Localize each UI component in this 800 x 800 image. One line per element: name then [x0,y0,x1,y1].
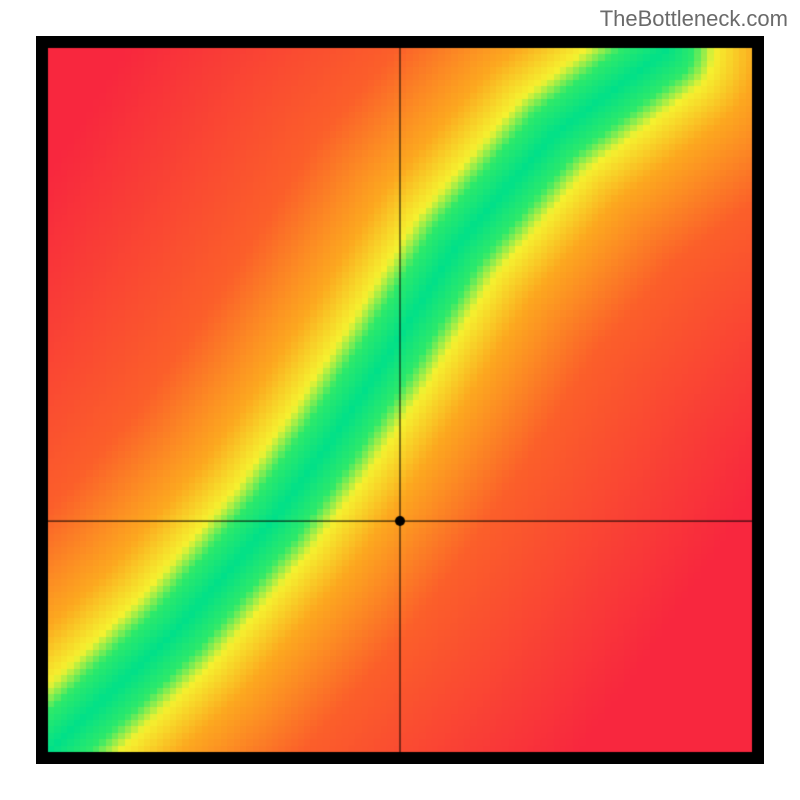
chart-container: TheBottleneck.com [0,0,800,800]
plot-area [36,36,764,764]
attribution-text: TheBottleneck.com [600,6,788,32]
heatmap-canvas [36,36,764,764]
